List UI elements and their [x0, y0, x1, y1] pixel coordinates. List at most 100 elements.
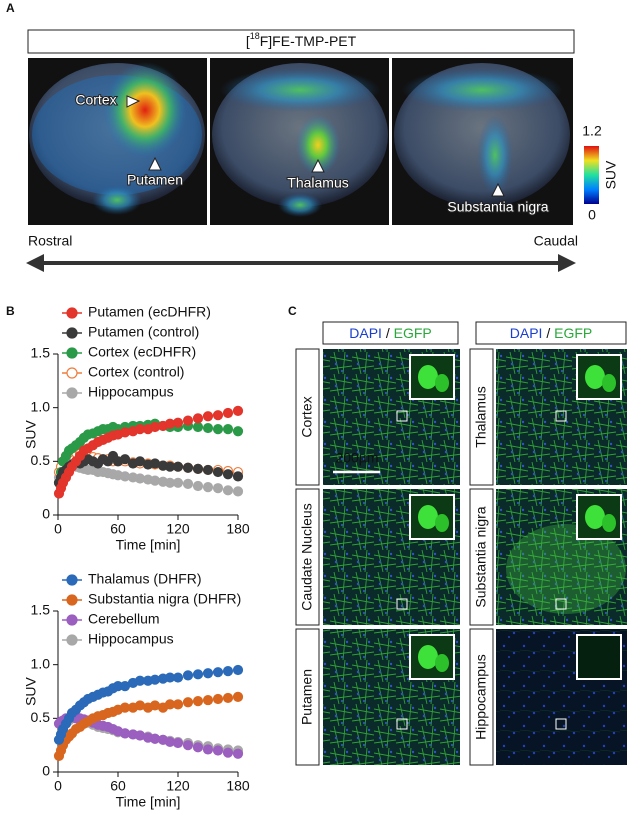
- row-label: Hippocampus: [473, 654, 489, 740]
- legend-marker: [66, 634, 78, 646]
- row-label: Cortex: [299, 396, 315, 437]
- panel-label: C: [288, 304, 297, 318]
- data-point: [222, 407, 234, 419]
- panel-label: B: [6, 304, 15, 318]
- charts: 0 0.5 1.0 1.5 0 60 120 180 Time [min] SUV Putamen …: [23, 304, 250, 810]
- data-point: [182, 740, 194, 751]
- roi-marker: [555, 718, 567, 730]
- data-point: [212, 483, 224, 494]
- inset-cell: [418, 645, 438, 669]
- x-tick-label: 0: [54, 778, 62, 794]
- legend-marker: [66, 594, 78, 606]
- region-label: Substantia nigra: [447, 199, 548, 215]
- region-label: Thalamus: [287, 175, 348, 191]
- inset-cell: [418, 365, 438, 389]
- panel-label: A: [6, 1, 15, 15]
- colorbar-max: 1.2: [582, 123, 602, 139]
- legend-label: Cortex (ecDHFR): [88, 344, 196, 360]
- pointer: [311, 158, 325, 173]
- pet-title: [18F]FE-TMP-PET: [246, 31, 357, 48]
- x-axis-label: Time [min]: [116, 537, 181, 553]
- scale-bar-label: 200µm: [335, 450, 378, 466]
- data-point: [232, 748, 244, 759]
- data-point: [212, 466, 224, 478]
- legend-marker: [66, 574, 78, 586]
- x-axis-label: Time [min]: [116, 794, 181, 810]
- data-point: [119, 454, 131, 465]
- pointer: [491, 182, 505, 197]
- data-point: [212, 667, 224, 678]
- data-point: [182, 670, 194, 681]
- data-point: [202, 744, 214, 755]
- data-point: [232, 691, 244, 702]
- data-point: [192, 669, 204, 680]
- y-tick-label: 0: [42, 763, 50, 779]
- row-label-box: [295, 628, 320, 766]
- inset-cell: [585, 365, 605, 389]
- dense-fibers: [506, 524, 626, 614]
- roi-marker: [555, 598, 567, 610]
- x-tick-label: 60: [110, 778, 126, 794]
- data-point: [202, 668, 214, 679]
- inset-cell: [585, 505, 605, 529]
- data-point: [202, 464, 214, 476]
- data-point: [212, 745, 224, 756]
- data-point: [212, 424, 224, 435]
- data-point: [172, 417, 184, 428]
- pointer: [148, 156, 162, 171]
- data-point: [202, 422, 214, 434]
- row-label-box: [469, 628, 494, 766]
- data-point: [192, 463, 204, 474]
- pet-image: [210, 58, 389, 225]
- rostral-caudal-arrow: [26, 254, 576, 272]
- data-point: [222, 747, 234, 758]
- data-point: [192, 742, 204, 753]
- data-point: [222, 469, 234, 480]
- row-label: Putamen: [299, 669, 315, 725]
- legend-label: Putamen (control): [88, 324, 199, 340]
- histology: DAPI / EGFP Cortex Caudate Nucleus Putamen D…: [295, 321, 627, 766]
- stain-name: /: [386, 325, 390, 341]
- data-point: [192, 413, 204, 424]
- stain-name: EGFP: [554, 325, 592, 341]
- pet-image: [392, 58, 573, 225]
- data-point: [232, 405, 244, 416]
- inset-cell: [602, 374, 616, 392]
- y-tick-label: 1.0: [31, 655, 51, 671]
- data-point: [212, 410, 224, 421]
- data-point: [232, 426, 244, 437]
- data-point: [202, 481, 214, 493]
- data-point: [232, 486, 244, 497]
- roi-marker: [396, 718, 408, 730]
- axis-end: Caudal: [534, 233, 578, 249]
- row-label: Caudate Nucleus: [299, 503, 315, 610]
- data-point: [232, 664, 244, 676]
- data-point: [172, 699, 184, 710]
- stain-name: DAPI: [349, 325, 382, 341]
- axis-start: Rostral: [28, 233, 72, 249]
- title-box: [27, 29, 575, 54]
- x-tick-label: 180: [226, 521, 250, 537]
- y-tick-label: 0.5: [31, 709, 51, 725]
- y-tick-label: 1.5: [31, 345, 51, 361]
- legend-label: Cerebellum: [88, 611, 160, 627]
- y-tick-label: 0.5: [31, 452, 51, 468]
- title-part: F]FE-TMP-PET: [260, 33, 357, 49]
- colorbar-min: 0: [588, 207, 596, 223]
- inset: [576, 634, 622, 680]
- row-label: Substantia nigra: [473, 506, 489, 607]
- x-tick-label: 0: [54, 521, 62, 537]
- y-tick-label: 0: [42, 506, 50, 522]
- colorbar-label: SUV: [603, 160, 619, 189]
- y-axis-label: SUV: [23, 419, 39, 448]
- y-tick-label: 1.0: [31, 398, 51, 414]
- data-point: [182, 415, 194, 426]
- data-point: [182, 697, 194, 708]
- data-point: [182, 462, 194, 473]
- x-tick-label: 180: [226, 778, 250, 794]
- roi-marker: [396, 410, 408, 422]
- legend-marker: [66, 614, 78, 626]
- pet-image: [28, 58, 207, 225]
- inset-cell: [435, 654, 449, 672]
